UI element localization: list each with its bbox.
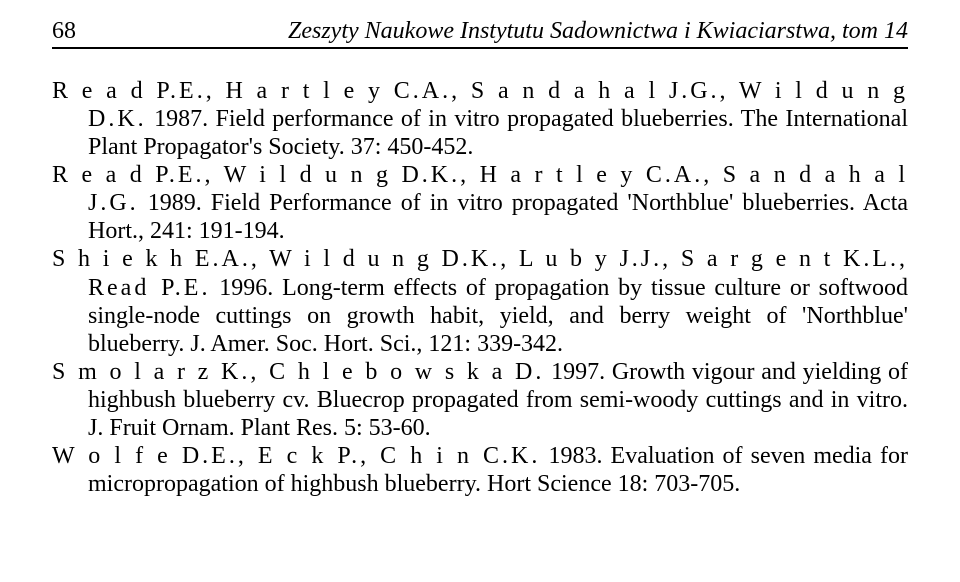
reference-year: 1997. xyxy=(551,359,605,385)
reference-text: Long-term effects of propagation by tiss… xyxy=(88,275,908,357)
reference-authors: S m o l a r z K., C h l e b o w s k a D. xyxy=(52,359,544,385)
reference-item: W o l f e D.E., E c k P., C h i n C.K. 1… xyxy=(52,442,908,498)
page: 68 Zeszyty Naukowe Instytutu Sadownictwa… xyxy=(0,0,960,582)
reference-text: Field Performance of in vitro propagated… xyxy=(88,190,908,244)
reference-item: R e a d P.E., W i l d u n g D.K., H a r … xyxy=(52,161,908,245)
running-header: 68 Zeszyty Naukowe Instytutu Sadownictwa… xyxy=(52,18,908,49)
reference-text: Field performance of in vitro propagated… xyxy=(88,106,908,160)
journal-title: Zeszyty Naukowe Instytutu Sadownictwa i … xyxy=(288,18,908,45)
reference-year: 1996. xyxy=(219,275,273,301)
reference-authors: W o l f e D.E., E c k P., C h i n C.K. xyxy=(52,443,540,469)
reference-item: S m o l a r z K., C h l e b o w s k a D.… xyxy=(52,358,908,442)
reference-item: S h i e k h E.A., W i l d u n g D.K., L … xyxy=(52,245,908,357)
page-number: 68 xyxy=(52,18,76,45)
reference-list: R e a d P.E., H a r t l e y C.A., S a n … xyxy=(52,77,908,498)
reference-year: 1987. xyxy=(154,106,208,132)
reference-year: 1989. xyxy=(148,190,202,216)
reference-item: R e a d P.E., H a r t l e y C.A., S a n … xyxy=(52,77,908,161)
reference-year: 1983. xyxy=(548,443,602,469)
